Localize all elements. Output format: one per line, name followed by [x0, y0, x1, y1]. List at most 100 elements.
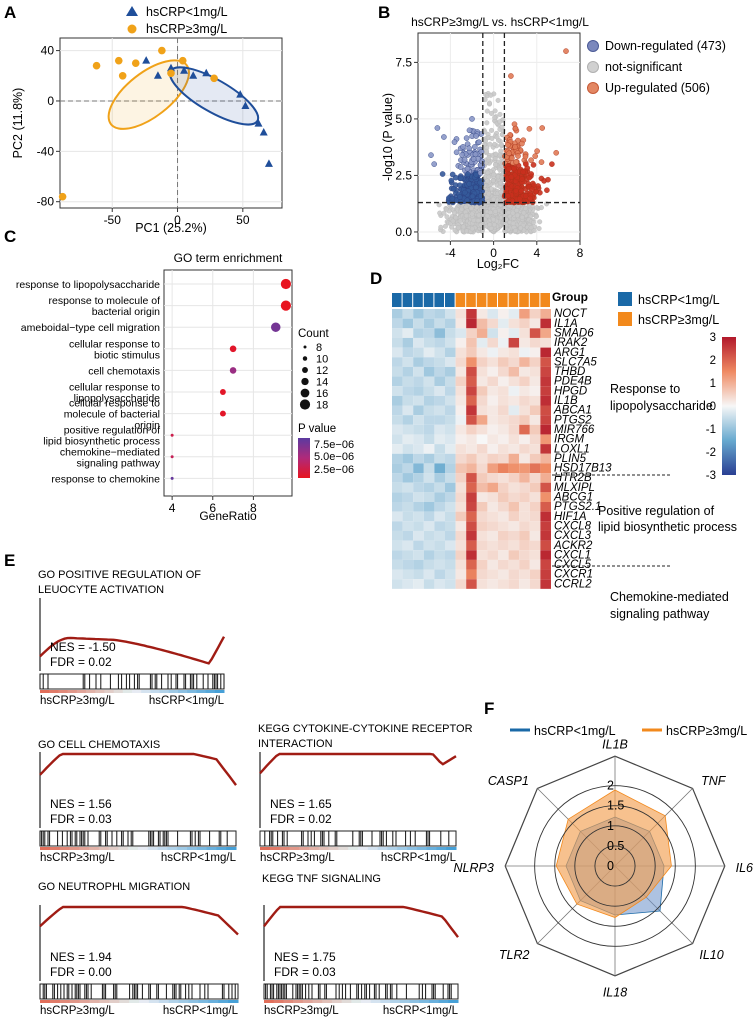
go-color-legend-3: 2.5e−06 — [314, 464, 354, 476]
heatmap-cell — [455, 579, 467, 589]
volcano-point-ns — [536, 225, 542, 231]
heatmap-cell — [445, 395, 456, 406]
heatmap-cell — [508, 386, 520, 396]
heatmap-cell — [434, 559, 445, 570]
go-size-legend-dot — [302, 356, 308, 361]
volcano-point-down — [461, 156, 468, 163]
heatmap-cell — [540, 376, 551, 387]
heatmap-cell — [508, 376, 520, 387]
heatmap-cell — [392, 579, 403, 589]
heatmap-cell — [423, 511, 435, 522]
heatmap-cell — [476, 453, 488, 464]
go-size-legend-label: 8 — [316, 342, 322, 354]
heatmap-cell — [487, 511, 498, 522]
heatmap-cell — [455, 309, 467, 319]
radar-ring-label: 1 — [607, 819, 614, 833]
volcano-point-up — [528, 157, 534, 163]
heatmap-cell — [392, 492, 403, 502]
heatmap-cell — [413, 463, 424, 474]
gsea-enrichment-curve — [39, 752, 237, 786]
heatmap-cell — [508, 395, 520, 406]
heatmap-cell — [487, 309, 498, 319]
heatmap-cell — [445, 453, 456, 464]
heatmap-cell — [445, 434, 456, 445]
volcano-point-down — [466, 181, 473, 187]
gsea-rank-cell — [167, 847, 178, 850]
gsea-title-2: LEUOCYTE ACTIVATION — [38, 584, 164, 596]
gsea-rank-cell — [341, 1000, 352, 1003]
heatmap-group-label: Group — [552, 290, 588, 304]
go-title: GO term enrichment — [174, 251, 283, 265]
heatmap-cell — [413, 482, 424, 493]
heatmap-cell — [540, 309, 551, 319]
heatmap-cell — [434, 434, 445, 445]
heatmap-cell — [540, 337, 551, 348]
gsea-nes: NES = 1.94 — [50, 950, 112, 964]
heatmap-cell — [498, 444, 509, 454]
volcano-point-ns — [510, 220, 516, 226]
heatmap-cell — [413, 376, 424, 387]
pca-point-low — [202, 68, 211, 77]
volcano-xtick-label: 8 — [577, 246, 584, 260]
volcano-point-up — [511, 165, 517, 172]
pca-ytick-label: -40 — [37, 144, 55, 158]
volcano-point-up — [549, 161, 555, 167]
gsea-rank-cell — [407, 847, 418, 850]
heatmap-cell — [476, 357, 488, 367]
gsea-rank-cell — [264, 1000, 275, 1003]
pca-ylabel: PC2 (11.8%) — [11, 88, 25, 159]
heatmap-cell — [402, 318, 414, 329]
heatmap-cell — [540, 550, 551, 560]
pca-ytick-label: 40 — [41, 44, 55, 58]
volcano-point-up — [563, 48, 569, 54]
volcano-point-down — [476, 139, 482, 145]
volcano-point-up — [513, 187, 519, 194]
heatmap-cell — [529, 424, 541, 435]
volcano-point-up — [505, 142, 511, 148]
heatmap-cell — [508, 347, 520, 358]
heatmap-cell — [445, 376, 456, 387]
heatmap-cell — [423, 415, 435, 425]
heatmap-cell — [529, 337, 541, 348]
gsea-rank-cell — [59, 1000, 71, 1003]
volcano-point-ns — [469, 211, 475, 217]
heatmap-cell — [519, 318, 530, 329]
heatmap-cell — [508, 309, 520, 319]
volcano-point-down — [456, 182, 463, 188]
panel-label-b: B — [378, 3, 390, 22]
volcano-point-ns — [442, 223, 448, 229]
heatmap-cell — [455, 559, 467, 570]
volcano-point-ns — [464, 213, 470, 219]
heatmap-cell — [392, 347, 403, 358]
heatmap-cell — [498, 463, 509, 474]
pca-point-high — [210, 74, 218, 83]
gsea-rank-cell — [331, 1000, 343, 1003]
heatmap-cell — [455, 444, 467, 454]
gsea-rank-cell — [129, 1000, 140, 1003]
gsea-rank-cell — [157, 847, 168, 850]
heatmap-cell — [498, 453, 509, 464]
heatmap-cell — [540, 463, 551, 474]
heatmap-cell — [466, 347, 477, 358]
heatmap-cell — [498, 569, 509, 580]
heatmap-cell — [455, 453, 467, 464]
heatmap-cell — [392, 444, 403, 454]
heatmap-cell — [466, 415, 477, 425]
heatmap-cell — [466, 328, 477, 338]
gsea-enrichment-curve — [263, 905, 459, 938]
heatmap-cell — [402, 492, 414, 502]
heatmap-cell — [540, 521, 551, 531]
pca-legend-marker-low — [126, 6, 138, 16]
gsea-rank-cell — [86, 690, 96, 693]
heatmap-cell — [540, 328, 551, 338]
heatmap-cell — [540, 405, 551, 416]
heatmap-group-cell — [455, 293, 466, 307]
heatmap-annotation-lps-1: Response to — [610, 382, 680, 396]
heatmap-cell — [413, 395, 424, 406]
gsea-title: KEGG CYTOKINE-CYTOKINE RECEPTOR — [258, 723, 473, 735]
gsea-plots: GO POSITIVE REGULATION OF LEUOCYTE ACTIVA… — [38, 569, 473, 1017]
heatmap-cell — [476, 328, 488, 338]
heatmap-cell — [476, 395, 488, 406]
gsea-fdr: FDR = 0.03 — [274, 965, 336, 979]
